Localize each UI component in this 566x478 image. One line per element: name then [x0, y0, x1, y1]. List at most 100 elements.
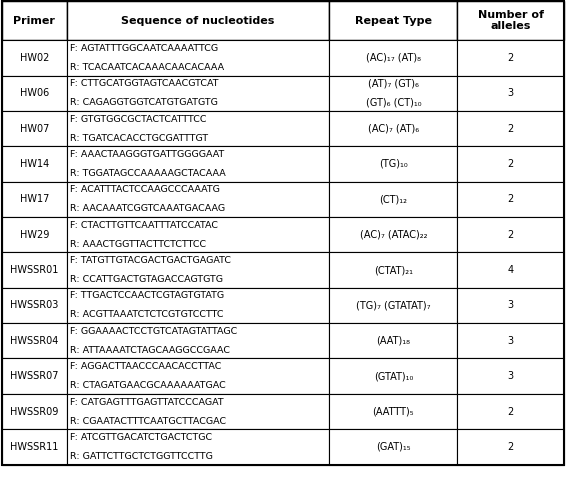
Bar [2, 111, 67, 146]
Text: HW07: HW07 [20, 124, 49, 133]
Text: (AAT)₁₈: (AAT)₁₈ [376, 336, 410, 346]
Text: (CT)₁₂: (CT)₁₂ [379, 195, 408, 204]
Bar [457, 182, 564, 217]
Bar [2, 146, 67, 182]
Text: 2: 2 [508, 230, 514, 239]
Bar [457, 394, 564, 429]
Text: HWSSR07: HWSSR07 [10, 371, 58, 381]
Text: F: ATCGTTGACATCTGACTCTGC: F: ATCGTTGACATCTGACTCTGC [70, 433, 212, 442]
Text: 3: 3 [508, 301, 514, 310]
Bar [2, 76, 67, 111]
Bar [329, 76, 457, 111]
Text: R: AAACTGGTTACTTCTCTTCC: R: AAACTGGTTACTTCTCTTCC [70, 240, 207, 249]
Bar [2, 429, 67, 465]
Text: F: AAACTAAGGGTGATTGGGGAAT: F: AAACTAAGGGTGATTGGGGAAT [70, 150, 225, 159]
Text: 2: 2 [508, 442, 514, 452]
Text: R: CAGAGGTGGTCATGTGATGTG: R: CAGAGGTGGTCATGTGATGTG [70, 98, 218, 107]
Bar [2, 182, 67, 217]
Bar [329, 1, 457, 40]
Text: 2: 2 [508, 159, 514, 169]
Text: HWSSR04: HWSSR04 [10, 336, 58, 346]
Text: 2: 2 [508, 407, 514, 416]
Bar [2, 358, 67, 394]
Bar [2, 288, 67, 323]
Text: Sequence of nucleotides: Sequence of nucleotides [122, 16, 275, 25]
Bar [67, 288, 329, 323]
Text: F: AGTATTTGGCAATCAAAATTCG: F: AGTATTTGGCAATCAAAATTCG [70, 44, 218, 53]
Text: HWSSR11: HWSSR11 [10, 442, 58, 452]
Bar [457, 323, 564, 358]
Text: F: ACATTTACTCCAAGCCCAAATG: F: ACATTTACTCCAAGCCCAAATG [70, 185, 220, 194]
Text: 2: 2 [508, 195, 514, 204]
Text: HWSSR01: HWSSR01 [10, 265, 58, 275]
Text: (AC)₁₇ (AT)₈: (AC)₁₇ (AT)₈ [366, 53, 421, 63]
Bar [2, 1, 67, 40]
Text: R: ATTAAAATCTAGCAAGGCCGAAC: R: ATTAAAATCTAGCAAGGCCGAAC [70, 346, 230, 355]
Text: R: CCATTGACTGTAGACCAGTGTG: R: CCATTGACTGTAGACCAGTGTG [70, 275, 223, 284]
Text: HWSSR09: HWSSR09 [10, 407, 58, 416]
Bar [67, 146, 329, 182]
Bar [329, 146, 457, 182]
Text: (GTAT)₁₀: (GTAT)₁₀ [374, 371, 413, 381]
Bar [67, 358, 329, 394]
Text: HW02: HW02 [20, 53, 49, 63]
Bar [457, 146, 564, 182]
Text: HW14: HW14 [20, 159, 49, 169]
Text: (AATTT)₅: (AATTT)₅ [372, 407, 414, 416]
Bar [329, 288, 457, 323]
Text: 3: 3 [508, 88, 514, 98]
Bar [329, 40, 457, 76]
Bar [329, 323, 457, 358]
Bar [457, 111, 564, 146]
Text: F: TTGACTCCAACTCGTAGTGTATG: F: TTGACTCCAACTCGTAGTGTATG [70, 292, 224, 300]
Bar [67, 76, 329, 111]
Bar [329, 182, 457, 217]
Bar [67, 40, 329, 76]
Text: R: CGAATACTTTCAATGCTTACGAC: R: CGAATACTTTCAATGCTTACGAC [70, 417, 226, 425]
Text: R: ACGTTAAATCTCTCGTGTCCTTC: R: ACGTTAAATCTCTCGTGTCCTTC [70, 311, 224, 319]
Bar [67, 323, 329, 358]
Bar [457, 1, 564, 40]
Text: (TG)₁₀: (TG)₁₀ [379, 159, 408, 169]
Bar [67, 1, 329, 40]
Text: F: CTACTTGTTCAATTTATCCATAC: F: CTACTTGTTCAATTTATCCATAC [70, 221, 218, 229]
Text: (AC)₇ (AT)₆: (AC)₇ (AT)₆ [368, 124, 419, 133]
Text: F: CTTGCATGGTAGTCAACGTCAT: F: CTTGCATGGTAGTCAACGTCAT [70, 79, 218, 88]
Text: F: TATGTTGTACGACTGACTGAGATC: F: TATGTTGTACGACTGACTGAGATC [70, 256, 231, 265]
Text: R: AACAAATCGGTCAAATGACAAG: R: AACAAATCGGTCAAATGACAAG [70, 205, 225, 213]
Text: F: AGGACTTAACCCAACACCTTAC: F: AGGACTTAACCCAACACCTTAC [70, 362, 221, 371]
Bar [457, 40, 564, 76]
Bar [329, 358, 457, 394]
Bar [329, 394, 457, 429]
Bar [457, 76, 564, 111]
Bar [67, 252, 329, 288]
Bar [67, 394, 329, 429]
Bar [457, 217, 564, 252]
Bar [329, 217, 457, 252]
Bar [329, 252, 457, 288]
Text: HW29: HW29 [20, 230, 49, 239]
Text: R: TGGATAGCCAAAAAGCTACAAA: R: TGGATAGCCAAAAAGCTACAAA [70, 169, 226, 178]
Text: (TG)₇ (GTATAT)₇: (TG)₇ (GTATAT)₇ [356, 301, 431, 310]
Text: 3: 3 [508, 371, 514, 381]
Bar [329, 111, 457, 146]
Bar [457, 429, 564, 465]
Bar [67, 182, 329, 217]
Bar [67, 429, 329, 465]
Text: Number of
alleles: Number of alleles [478, 10, 544, 32]
Bar [2, 323, 67, 358]
Bar [2, 217, 67, 252]
Text: (GT)₆ (CT)₁₀: (GT)₆ (CT)₁₀ [366, 98, 421, 108]
Bar [329, 429, 457, 465]
Bar [67, 217, 329, 252]
Text: F: GGAAAACTCCTGTCATAGTATTAGC: F: GGAAAACTCCTGTCATAGTATTAGC [70, 327, 237, 336]
Bar [2, 394, 67, 429]
Text: R: CTAGATGAACGCAAAAAATGAC: R: CTAGATGAACGCAAAAAATGAC [70, 381, 226, 390]
Bar [457, 358, 564, 394]
Text: HWSSR03: HWSSR03 [10, 301, 58, 310]
Text: Primer: Primer [14, 16, 55, 25]
Text: F: CATGAGTTTGAGTTATCCCAGAT: F: CATGAGTTTGAGTTATCCCAGAT [70, 398, 224, 406]
Bar [67, 111, 329, 146]
Text: R: TCACAATCACAAACAACACAAA: R: TCACAATCACAAACAACACAAA [70, 63, 224, 72]
Text: R: TGATCACACCTGCGATTTGT: R: TGATCACACCTGCGATTTGT [70, 134, 208, 142]
